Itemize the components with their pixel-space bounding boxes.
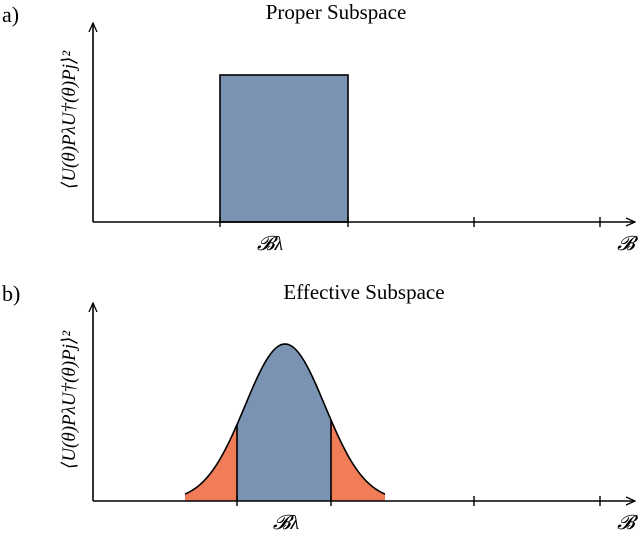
panel-b-tail-right xyxy=(331,419,385,501)
panel-a-label: a) xyxy=(2,2,19,27)
panel-b-label: b) xyxy=(2,281,20,306)
panel-b-center-fill xyxy=(237,344,331,501)
panel-a-tick-label: 𝓑λ xyxy=(257,233,284,255)
panel-b-tail-left xyxy=(185,424,237,501)
panel-a-x-end-label: 𝓑 xyxy=(617,233,639,255)
panel-b-ylabel: ⟨U(θ)PλU†(θ)Pj⟩² xyxy=(59,331,80,469)
panel-b-tick-label: 𝓑λ xyxy=(273,512,300,534)
panel-b-ticks xyxy=(236,496,601,506)
panel-b-title: Effective Subspace xyxy=(283,280,444,304)
panel-a: a) Proper Subspace ⟨U(θ)PλU†(θ)Pj⟩² 𝓑λ 𝓑 xyxy=(2,0,639,255)
panel-a-ticks xyxy=(219,217,601,227)
panel-a-rectangle xyxy=(219,74,349,223)
panel-b: b) Effective Subspace ⟨U(θ)PλU†(θ)Pj⟩² 𝓑… xyxy=(2,280,639,534)
panel-b-gaussian-curve xyxy=(184,343,386,495)
panel-b-x-end-label: 𝓑 xyxy=(617,512,639,534)
panel-a-title: Proper Subspace xyxy=(266,0,407,24)
panel-a-ylabel: ⟨U(θ)PλU†(θ)Pj⟩² xyxy=(59,51,80,189)
